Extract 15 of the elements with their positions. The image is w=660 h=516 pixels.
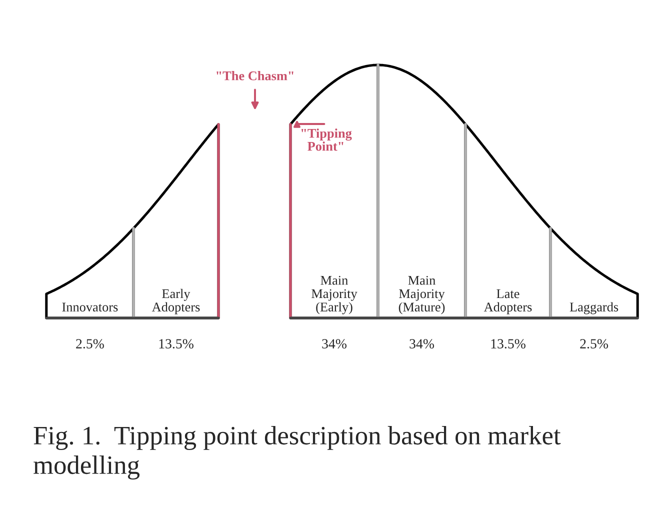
category-label: Laggards bbox=[570, 302, 618, 314]
data-label: 2.5% bbox=[76, 339, 104, 349]
category-label: Main Majority (Early) bbox=[312, 276, 358, 314]
text: "Tipping Point" bbox=[302, 128, 352, 151]
data-label: 13.5% bbox=[491, 339, 526, 349]
caption: Fig. 1. Tipping point description based on market modelling bbox=[34, 426, 561, 480]
text: "The Chasm" bbox=[216, 71, 294, 80]
category-label: Main Majority (Mature) bbox=[398, 276, 445, 314]
data-label: 2.5% bbox=[580, 339, 608, 349]
category-label: Early Adopters bbox=[152, 288, 200, 314]
data-label: 13.5% bbox=[159, 339, 194, 349]
category-label: Innovators bbox=[62, 302, 118, 312]
data-label: 34% bbox=[410, 339, 434, 349]
category-label: Late Adopters bbox=[484, 289, 532, 314]
data-label: 34% bbox=[322, 339, 346, 349]
